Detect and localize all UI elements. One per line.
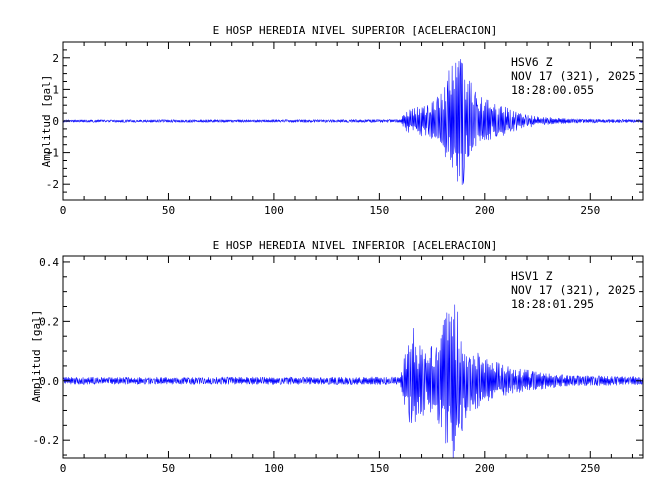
x-tick-label: 50 xyxy=(162,204,175,217)
x-tick-label: 200 xyxy=(475,462,495,475)
x-tick-label: 250 xyxy=(580,204,600,217)
x-tick-label: 100 xyxy=(264,204,284,217)
x-tick-label: 150 xyxy=(369,462,389,475)
chart-title: E HOSP HEREDIA NIVEL INFERIOR [ACELERACI… xyxy=(213,239,498,252)
plot-frame xyxy=(62,255,644,459)
y-tick-label: -0.2 xyxy=(33,434,60,447)
upper-seismogram-panel: E HOSP HEREDIA NIVEL SUPERIOR [ACELERACI… xyxy=(40,24,644,217)
waveform-trace xyxy=(63,304,643,458)
station-date: NOV 17 (321), 2025 xyxy=(511,283,636,297)
y-tick-label: 0.0 xyxy=(39,375,59,388)
x-tick-label: 0 xyxy=(60,462,67,475)
x-tick-label: 50 xyxy=(162,462,175,475)
y-tick-label: 1 xyxy=(52,83,59,96)
y-axis-label: Amplitud [gal] xyxy=(30,310,43,403)
x-tick-label: 0 xyxy=(60,204,67,217)
station-time: 18:28:01.295 xyxy=(511,297,594,311)
lower-seismogram-panel: E HOSP HEREDIA NIVEL INFERIOR [ACELERACI… xyxy=(30,239,644,475)
y-axis-label: Amplitud [gal] xyxy=(40,75,53,168)
y-tick-label: 0.4 xyxy=(39,256,59,269)
y-tick-label: 0.2 xyxy=(39,315,59,328)
y-tick-label: -1 xyxy=(46,147,59,160)
station-date: NOV 17 (321), 2025 xyxy=(511,69,636,83)
x-tick-label: 250 xyxy=(580,462,600,475)
x-tick-label: 150 xyxy=(369,204,389,217)
x-tick-label: 200 xyxy=(475,204,495,217)
y-tick-label: 0 xyxy=(52,115,59,128)
station-code: HSV1 Z xyxy=(511,269,553,283)
x-tick-label: 100 xyxy=(264,462,284,475)
station-code: HSV6 Z xyxy=(511,55,553,69)
station-time: 18:28:00.055 xyxy=(511,83,594,97)
waveform-trace xyxy=(63,58,643,185)
chart-title: E HOSP HEREDIA NIVEL SUPERIOR [ACELERACI… xyxy=(213,24,498,37)
y-tick-label: 2 xyxy=(52,52,59,65)
y-tick-label: -2 xyxy=(46,178,59,191)
